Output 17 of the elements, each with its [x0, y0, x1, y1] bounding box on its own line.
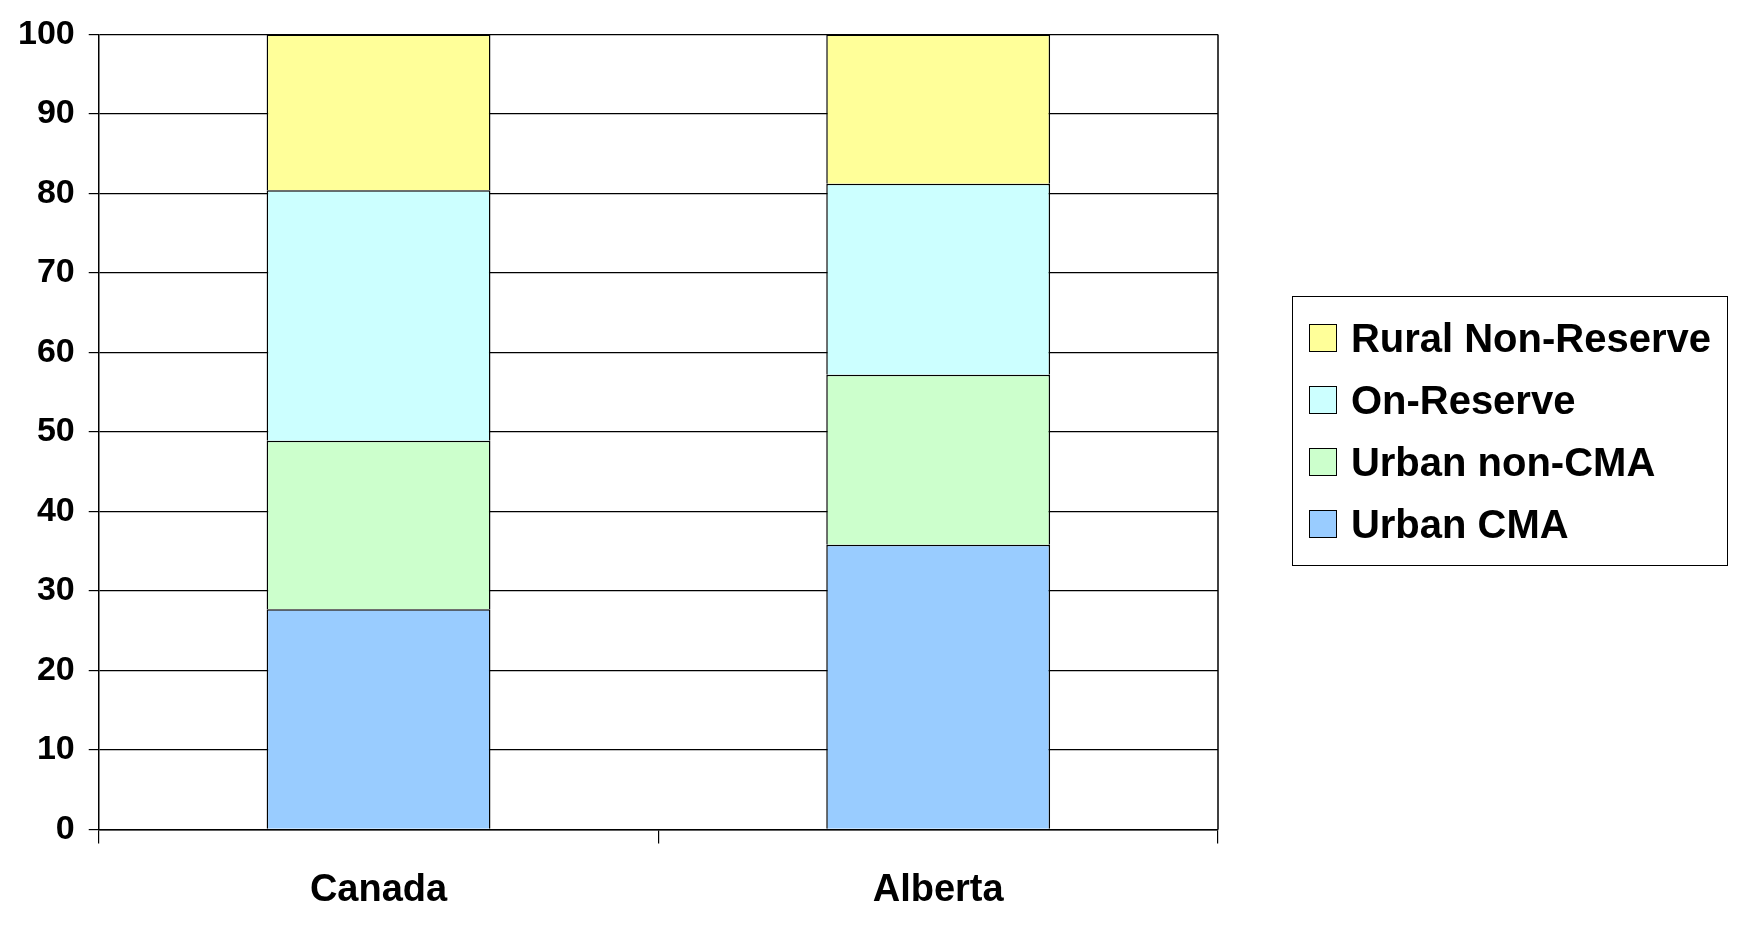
y-tick-label: 50: [36, 410, 75, 449]
y-tick-label: 80: [36, 171, 75, 210]
y-tick-label: 40: [36, 489, 75, 528]
y-tick-label: 60: [36, 330, 75, 369]
legend-label: Rural Non-Reserve: [1350, 315, 1711, 361]
legend-label: Urban CMA: [1350, 501, 1569, 547]
y-tick-label: 0: [55, 807, 75, 846]
y-tick-label: 30: [36, 569, 75, 608]
y-tick-label: 70: [36, 251, 75, 290]
x-tick-label: Canada: [309, 866, 449, 909]
legend-label: Urban non-CMA: [1350, 439, 1656, 485]
legend-label: On-Reserve: [1350, 377, 1576, 423]
x-tick-label: Alberta: [872, 866, 1005, 909]
y-tick-label: 100: [17, 12, 75, 51]
y-tick-label: 20: [36, 648, 75, 687]
y-tick-label: 90: [36, 92, 75, 131]
y-tick-label: 10: [36, 728, 75, 767]
